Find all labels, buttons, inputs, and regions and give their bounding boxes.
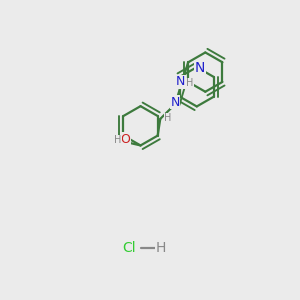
Text: N: N	[195, 61, 206, 75]
Text: Cl: Cl	[122, 241, 136, 255]
Text: H: H	[114, 135, 122, 146]
Text: O: O	[121, 133, 130, 146]
Text: H: H	[164, 113, 172, 123]
Text: N: N	[170, 95, 180, 109]
Text: N: N	[176, 75, 185, 88]
Text: H: H	[186, 78, 194, 88]
Text: H: H	[155, 241, 166, 255]
